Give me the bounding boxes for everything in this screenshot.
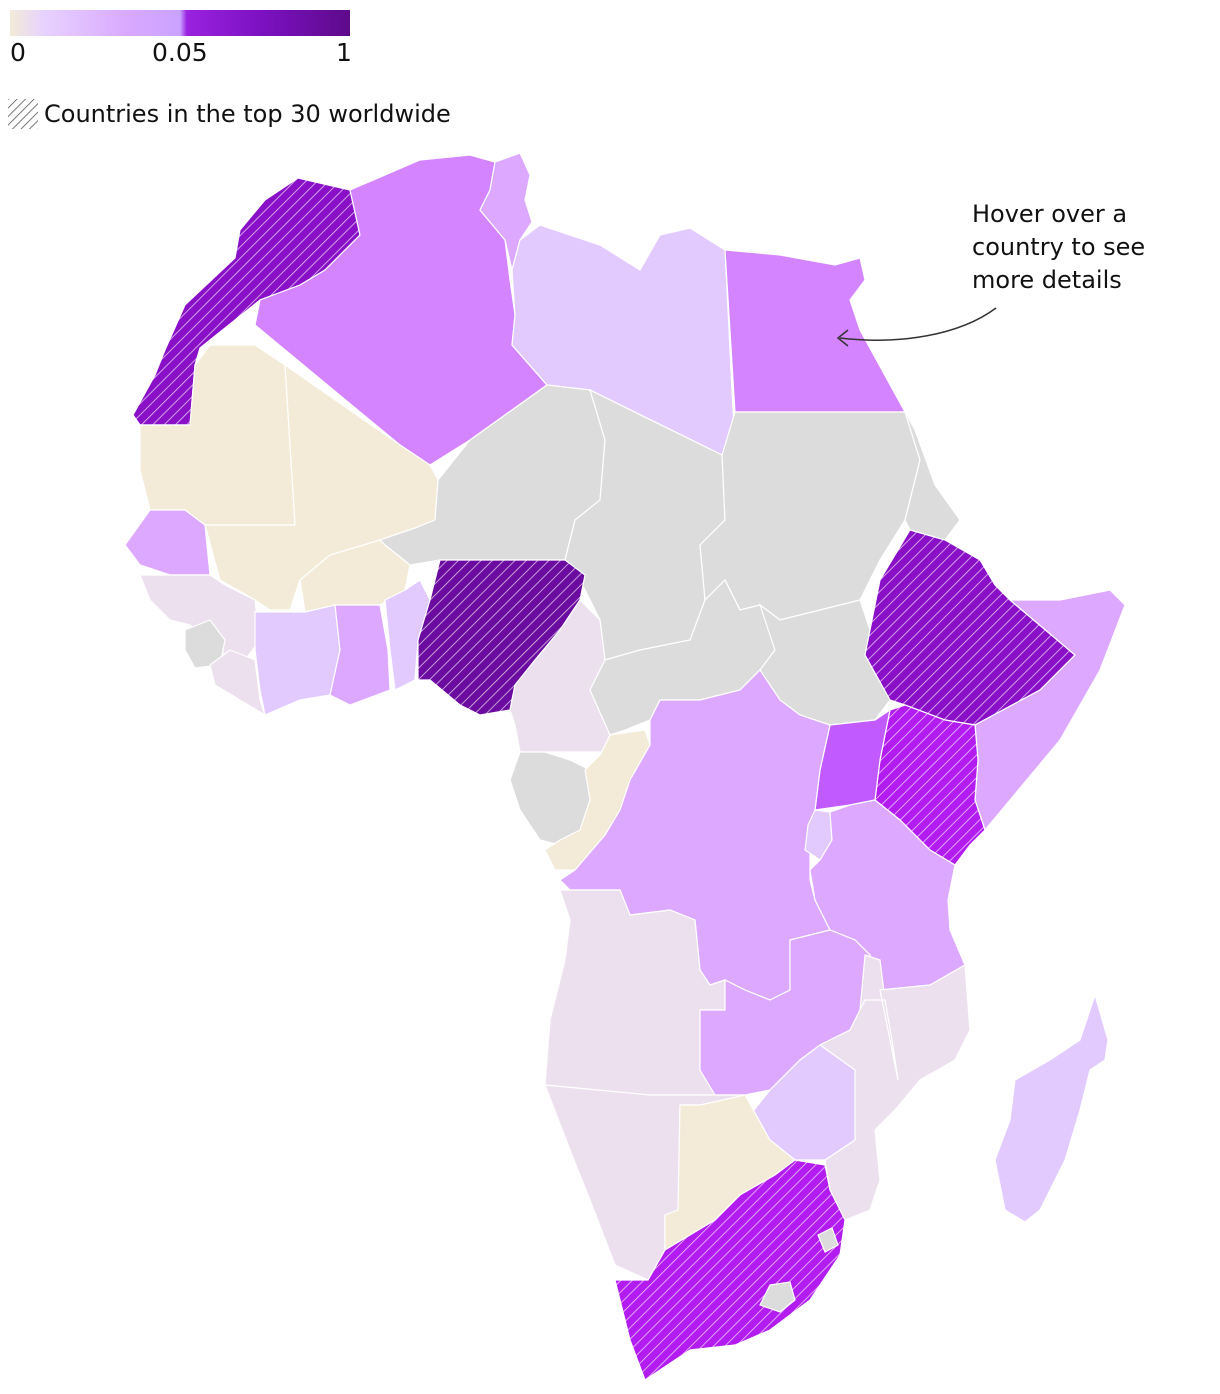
- legend: 0 0.05 1 Countries in the top 30 worldwi…: [8, 8, 468, 138]
- color-scale-bar: [10, 10, 350, 36]
- country-lesotho[interactable]: Lesotho: [759, 1281, 796, 1313]
- hatch-legend-row: Countries in the top 30 worldwide: [8, 94, 451, 134]
- country-ghana[interactable]: Ghana: [329, 604, 391, 706]
- legend-tick-1: 0.05: [152, 38, 208, 67]
- country-senegal[interactable]: Senegal: [124, 509, 211, 576]
- country-egypt[interactable]: Egypt: [724, 249, 907, 413]
- annotation-line: more details: [972, 266, 1122, 294]
- country-somalia[interactable]: Somalia: [974, 589, 1126, 832]
- hatch-swatch-icon: [8, 99, 38, 129]
- arrowhead-icon: [836, 329, 849, 347]
- country-eswatini[interactable]: Eswatini: [817, 1227, 839, 1253]
- annotation-line: country to see: [972, 233, 1146, 261]
- annotation-arrow: [839, 307, 997, 341]
- country-cote-divoire[interactable]: Cote d'Ivoire: [254, 604, 341, 716]
- hatch-legend-label: Countries in the top 30 worldwide: [44, 100, 451, 128]
- legend-tick-0: 0: [10, 38, 26, 67]
- country-liberia[interactable]: Liberia: [209, 649, 267, 717]
- country-madagascar[interactable]: Madagascar: [994, 992, 1109, 1223]
- annotation-line: Hover over a: [972, 200, 1128, 228]
- legend-tick-2: 1: [336, 38, 352, 67]
- hover-annotation: Hover over a country to see more details: [972, 198, 1202, 297]
